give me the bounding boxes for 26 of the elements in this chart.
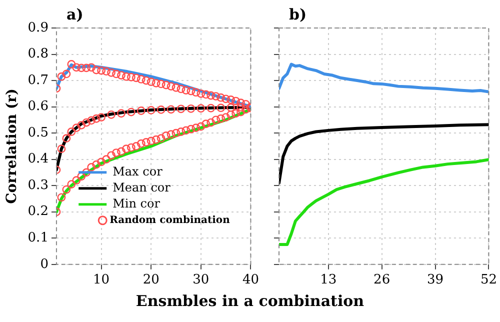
y-tick-label: 0.1 (28, 230, 48, 246)
legend-label: Random combination (110, 214, 231, 226)
x-tick-label: 40 (242, 272, 259, 288)
x-tick-label: 30 (192, 272, 210, 288)
x-tick-label: 10 (93, 272, 110, 288)
x-tick-label: 13 (320, 272, 337, 288)
y-tick-label: 0.4 (28, 152, 48, 167)
y-tick-label: 0.9 (28, 20, 48, 36)
chart-title: b) (289, 5, 307, 24)
y-tick-label: 0.6 (28, 99, 48, 114)
x-tick-label: 39 (426, 272, 444, 288)
legend-label: Max cor (112, 164, 163, 179)
y-tick-label: 0.3 (28, 178, 48, 193)
y-tick-label: 0.8 (28, 46, 48, 62)
legend-label: Mean cor (112, 180, 171, 195)
y-tick-label: 0.5 (28, 125, 48, 140)
x-tick-label: 20 (142, 272, 160, 288)
chart-title: a) (66, 5, 84, 24)
y-tick-label: 0.7 (28, 72, 48, 88)
x-tick-label: 52 (480, 272, 497, 288)
y-axis-title: Correlation (r) (4, 88, 20, 204)
x-axis-title: Ensmbles in a combination (134, 292, 366, 310)
legend-label: Min cor (112, 196, 160, 211)
y-tick-label: 0 (40, 256, 48, 272)
x-tick-label: 26 (374, 272, 390, 288)
y-tick-label: 0.2 (28, 204, 48, 220)
